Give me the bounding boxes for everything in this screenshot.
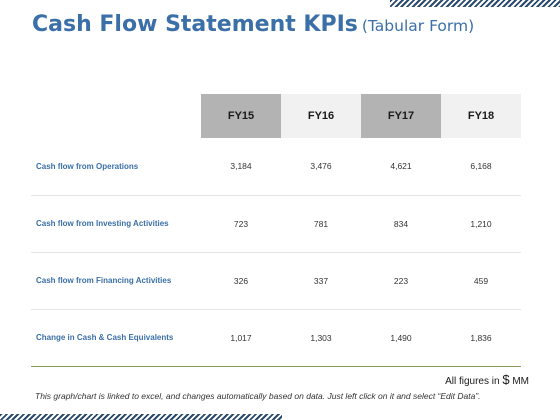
table-cell: 1,836 (441, 309, 521, 367)
header-cell-fy18: FY18 (441, 94, 521, 138)
table-cell: 4,621 (361, 138, 441, 196)
table-cell: 781 (281, 195, 361, 253)
header-cell-fy16: FY16 (281, 94, 361, 138)
table-cell: 6,168 (441, 138, 521, 196)
header-cell-fy15: FY15 (201, 94, 281, 138)
table-cell: 1,303 (281, 309, 361, 367)
units-prefix: All figures in (445, 376, 500, 387)
table-cell: 337 (281, 252, 361, 310)
table-cell: 3,184 (201, 138, 281, 196)
title-main: Cash Flow Statement KPIs (32, 12, 358, 37)
row-label: Cash flow from Financing Activities (31, 252, 201, 310)
table-cell: 459 (441, 252, 521, 310)
table-cell: 1,017 (201, 309, 281, 367)
decorative-hatch-bottom (0, 414, 282, 420)
header-cell-fy17: FY17 (361, 94, 441, 138)
header-cell-blank (31, 94, 201, 138)
decorative-hatch-top (390, 0, 560, 7)
table-row: Change in Cash & Cash Equivalents 1,017 … (31, 309, 521, 367)
row-label: Change in Cash & Cash Equivalents (31, 309, 201, 367)
table-cell: 1,490 (361, 309, 441, 367)
table-cell: 834 (361, 195, 441, 253)
row-label: Cash flow from Investing Activities (31, 195, 201, 253)
table-header-row: FY15 FY16 FY17 FY18 (31, 94, 521, 138)
table-row: Cash flow from Financing Activities 326 … (31, 252, 521, 310)
table-cell: 223 (361, 252, 441, 310)
table-cell: 3,476 (281, 138, 361, 196)
table-row: Cash flow from Investing Activities 723 … (31, 195, 521, 253)
table-row: Cash flow from Operations 3,184 3,476 4,… (31, 138, 521, 196)
units-suffix: MM (512, 376, 529, 387)
table-cell: 723 (201, 195, 281, 253)
kpi-table-container: FY15 FY16 FY17 FY18 Cash flow from Opera… (31, 94, 521, 367)
title-subtitle: (Tabular Form) (361, 17, 475, 35)
table-cell: 1,210 (441, 195, 521, 253)
units-currency: $ (502, 372, 510, 387)
slide-title: Cash Flow Statement KPIs (Tabular Form) (32, 12, 474, 37)
footnote: This graph/chart is linked to excel, and… (35, 391, 481, 401)
table-cell: 326 (201, 252, 281, 310)
kpi-table: FY15 FY16 FY17 FY18 Cash flow from Opera… (31, 94, 521, 367)
units-note: All figures in $ MM (445, 372, 529, 387)
row-label: Cash flow from Operations (31, 138, 201, 196)
